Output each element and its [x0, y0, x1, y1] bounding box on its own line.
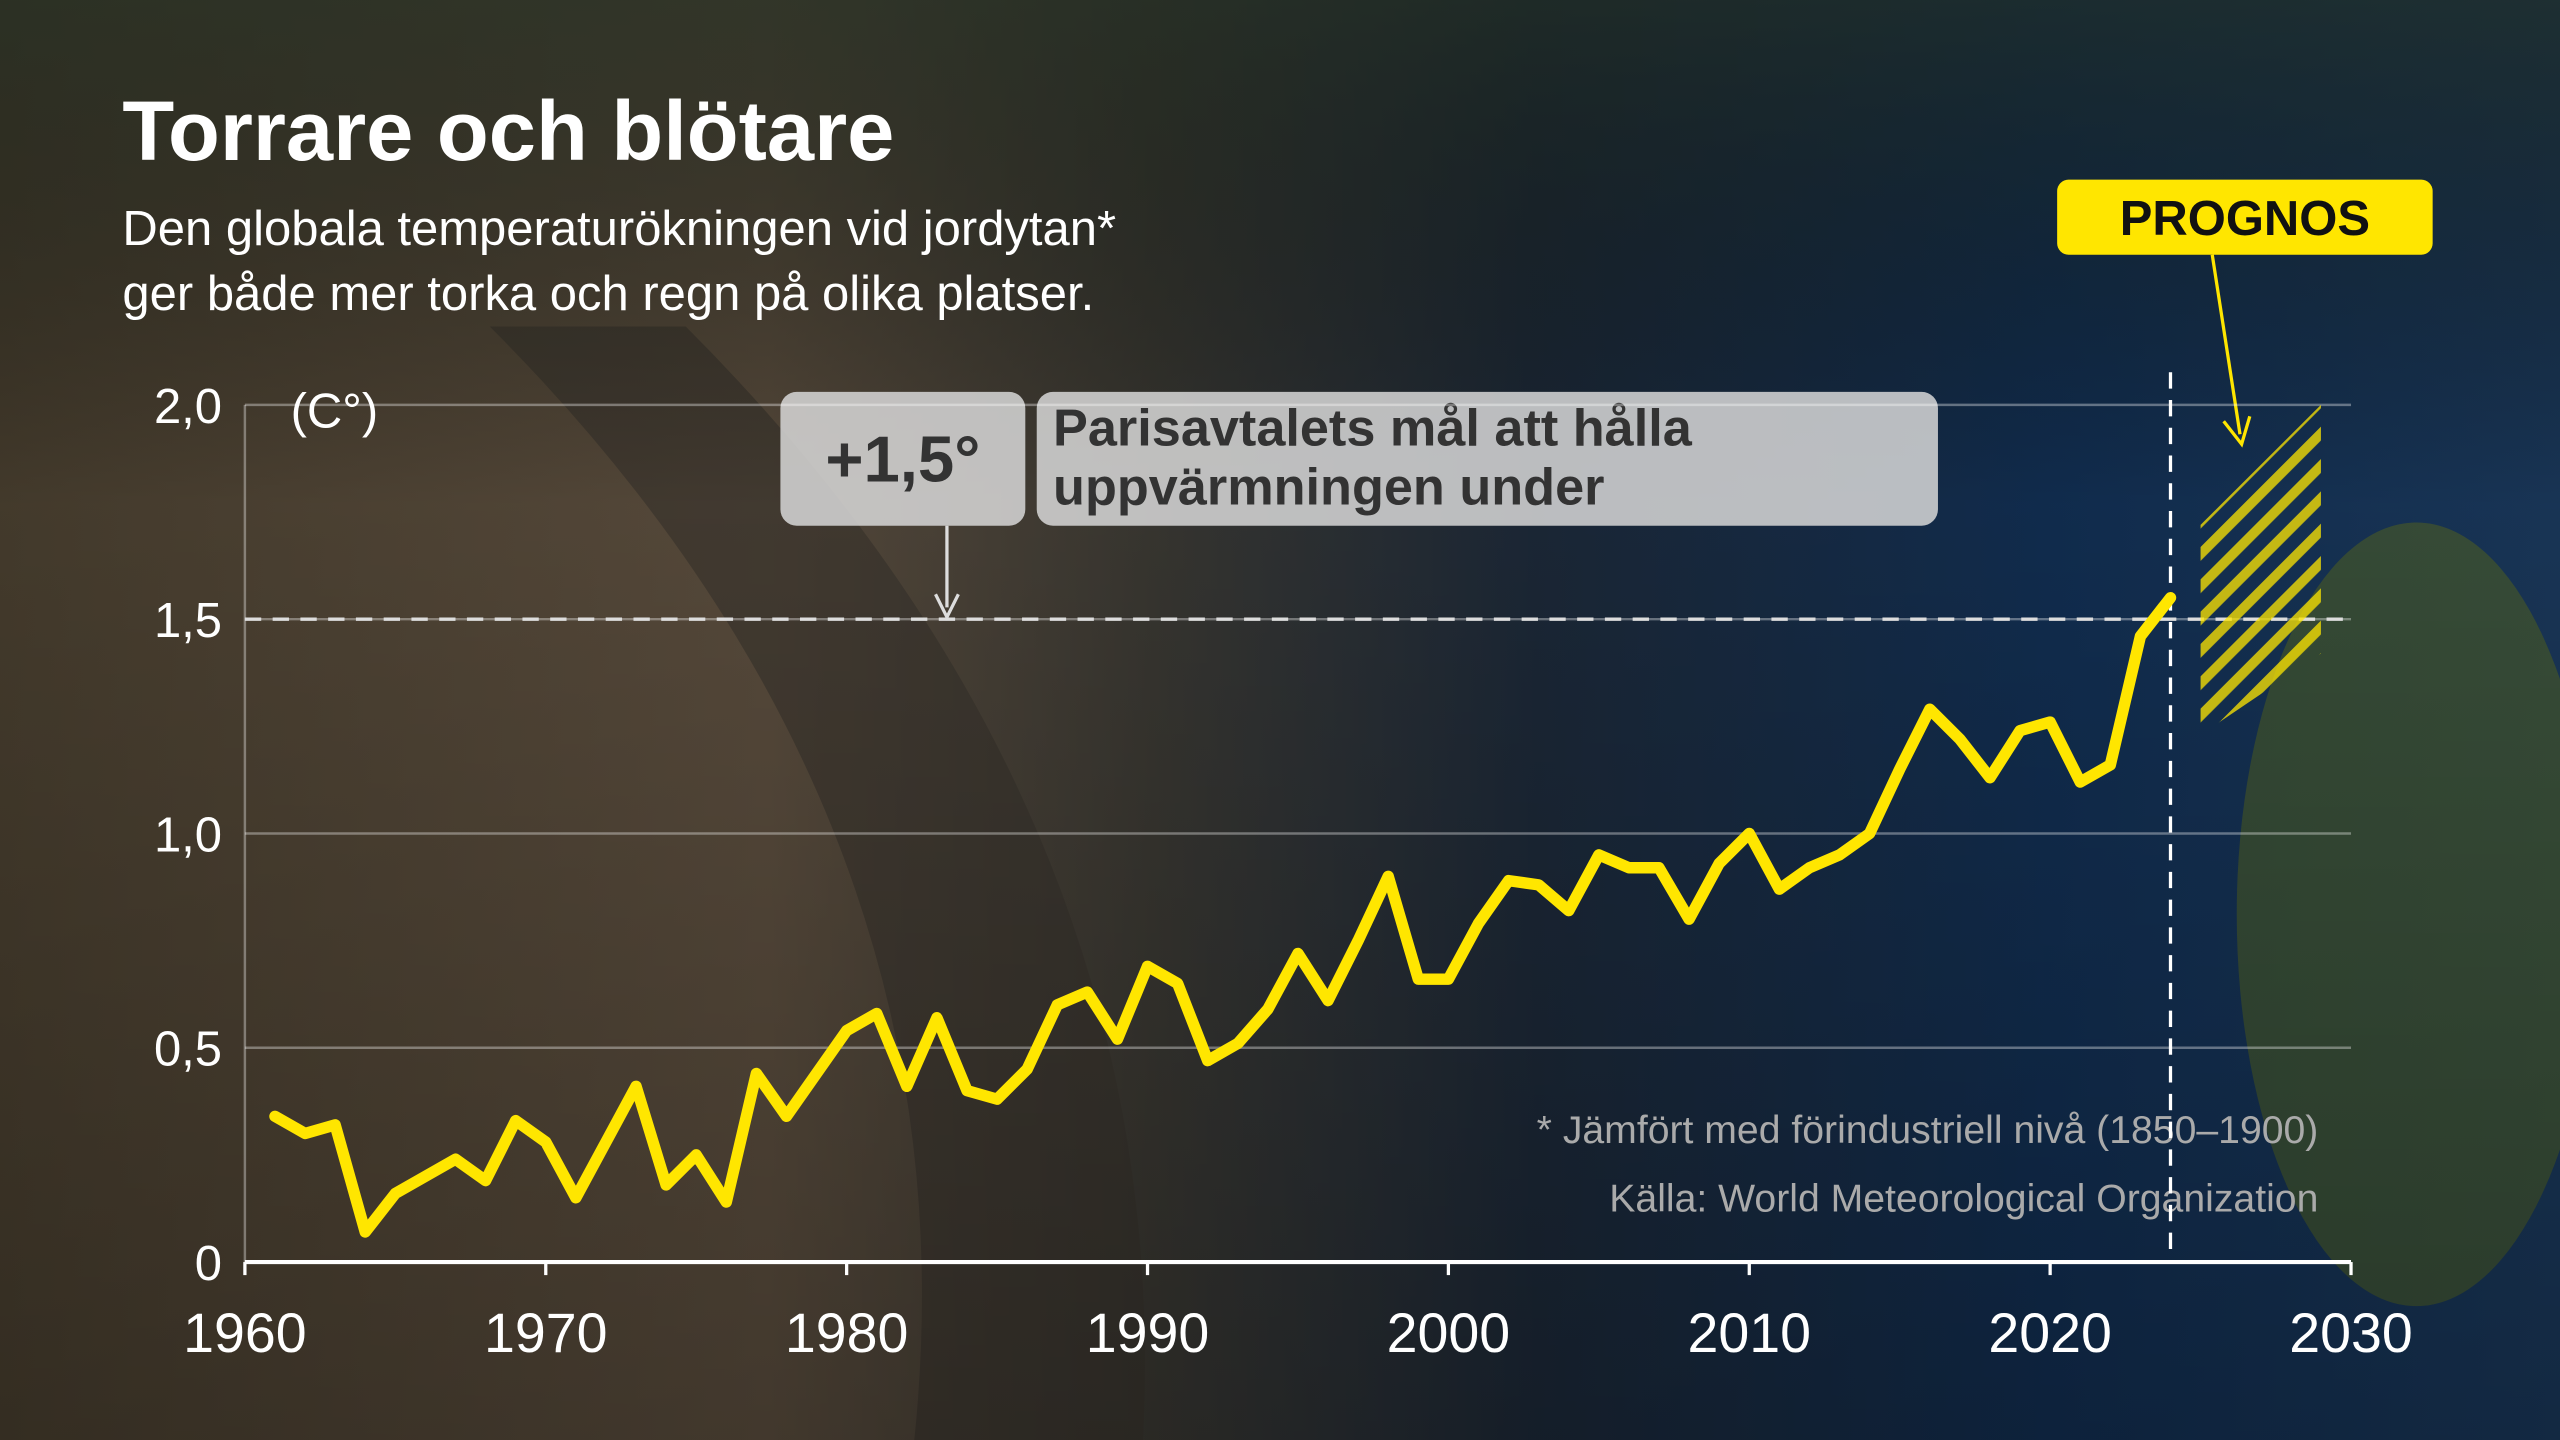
x-tick-label: 1970 [484, 1302, 607, 1364]
line [269, 592, 2177, 1238]
annotation-arrowhead [934, 593, 960, 621]
threshold-label: +1,5° [825, 423, 980, 496]
forecast-band [2200, 404, 2321, 735]
y-unit: (C°) [291, 385, 379, 439]
forecast-label: PROGNOS [2120, 192, 2370, 246]
forecast-arrowhead [2222, 415, 2252, 448]
x-tick-label: 2010 [1688, 1302, 1811, 1364]
y-tick-label: 0,5 [154, 1023, 222, 1077]
y-tick-label: 0 [195, 1237, 222, 1291]
forecast-arrow [2210, 254, 2242, 435]
subtitle: ger både mer torka och regn på olika pla… [122, 267, 1094, 321]
x-tick-label: 1980 [785, 1302, 908, 1364]
chart-title: Torrare och blötare [122, 83, 894, 178]
annotation-text: Parisavtalets mål att hålla [1053, 400, 1693, 458]
annotation-text: uppvärmningen under [1053, 458, 1604, 516]
x-tick-label: 2020 [1988, 1302, 2111, 1364]
y-tick-label: 1,0 [154, 808, 222, 862]
y-tick-label: 1,5 [154, 594, 222, 648]
threshold-badge [780, 391, 1026, 526]
x-tick-label: 1960 [183, 1302, 306, 1364]
forecast-badge [2057, 179, 2433, 255]
footnote: * Jämfört med förindustriell nivå (1850–… [1537, 1109, 2319, 1152]
x-tick-label: 1990 [1086, 1302, 1209, 1364]
source: Källa: World Meteorological Organization [1609, 1177, 2318, 1220]
subtitle: Den globala temperaturökningen vid jordy… [122, 202, 1116, 256]
x-tick-label: 2000 [1387, 1302, 1510, 1364]
x-tick-label: 2030 [2289, 1302, 2412, 1364]
annotation-box [1036, 391, 1938, 526]
y-tick-label: 2,0 [154, 380, 222, 434]
